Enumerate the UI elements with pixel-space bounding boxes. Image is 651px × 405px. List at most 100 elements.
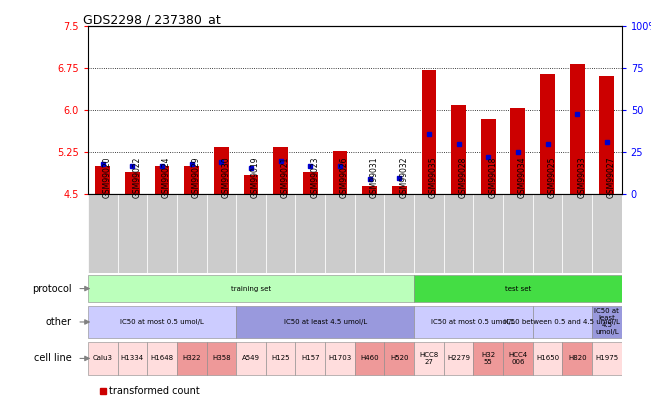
Text: GSM99023: GSM99023 [311,157,319,198]
FancyBboxPatch shape [592,194,622,273]
Text: GSM99030: GSM99030 [221,157,230,198]
Text: H1648: H1648 [150,356,174,361]
Bar [362,186,377,194]
FancyBboxPatch shape [533,342,562,375]
Bar [421,70,436,194]
FancyBboxPatch shape [206,194,236,273]
FancyBboxPatch shape [533,194,562,273]
Bar [184,166,199,194]
FancyBboxPatch shape [118,194,147,273]
Text: GSM99029: GSM99029 [191,157,201,198]
Text: Calu3: Calu3 [92,356,113,361]
Text: GSM99022: GSM99022 [132,157,141,198]
Text: H820: H820 [568,356,587,361]
FancyBboxPatch shape [236,305,414,339]
Bar [570,64,585,194]
FancyBboxPatch shape [592,305,622,339]
Text: GSM99028: GSM99028 [458,157,467,198]
Text: H1975: H1975 [595,356,618,361]
Bar [155,166,169,194]
Text: protocol: protocol [33,284,72,294]
FancyBboxPatch shape [473,342,503,375]
Text: GSM99018: GSM99018 [488,157,497,198]
Bar [95,166,110,194]
Text: GSM99035: GSM99035 [429,157,438,198]
Text: H1334: H1334 [121,356,144,361]
Text: GSM99019: GSM99019 [251,157,260,198]
Text: H1703: H1703 [328,356,352,361]
FancyBboxPatch shape [88,342,118,375]
Bar [303,172,318,194]
FancyBboxPatch shape [355,342,385,375]
FancyBboxPatch shape [325,194,355,273]
Bar [540,74,555,194]
Text: GSM99032: GSM99032 [399,157,408,198]
FancyBboxPatch shape [533,305,592,339]
Text: H32
55: H32 55 [481,352,495,365]
Text: GSM99033: GSM99033 [577,157,586,198]
FancyBboxPatch shape [266,342,296,375]
FancyBboxPatch shape [177,342,206,375]
FancyBboxPatch shape [473,194,503,273]
FancyBboxPatch shape [88,305,236,339]
FancyBboxPatch shape [236,194,266,273]
FancyBboxPatch shape [147,194,177,273]
Bar [600,76,615,194]
FancyBboxPatch shape [414,342,444,375]
Text: A549: A549 [242,356,260,361]
FancyBboxPatch shape [503,342,533,375]
FancyBboxPatch shape [118,342,147,375]
FancyBboxPatch shape [414,194,444,273]
Text: H358: H358 [212,356,230,361]
FancyBboxPatch shape [385,194,414,273]
Text: IC50 between 0.5 and 4.5 umol/L: IC50 between 0.5 and 4.5 umol/L [505,319,620,325]
FancyBboxPatch shape [444,194,473,273]
Text: H520: H520 [390,356,409,361]
Text: GSM99024: GSM99024 [162,157,171,198]
FancyBboxPatch shape [562,342,592,375]
Text: GDS2298 / 237380_at: GDS2298 / 237380_at [83,13,220,26]
Text: IC50 at
least
4.5
umol/L: IC50 at least 4.5 umol/L [594,309,619,335]
Text: other: other [46,317,72,327]
FancyBboxPatch shape [88,275,414,302]
Text: test set: test set [505,286,531,292]
Text: transformed count: transformed count [109,386,200,396]
FancyBboxPatch shape [88,194,118,273]
Bar [333,151,348,194]
Text: HCC4
006: HCC4 006 [508,352,527,365]
FancyBboxPatch shape [562,194,592,273]
Text: H1650: H1650 [536,356,559,361]
Text: training set: training set [231,286,271,292]
Text: GSM99021: GSM99021 [281,157,290,198]
FancyBboxPatch shape [147,342,177,375]
Bar [392,186,407,194]
Bar [125,172,140,194]
Bar [243,175,258,194]
Text: H157: H157 [301,356,320,361]
Text: IC50 at most 0.5 umol/L: IC50 at most 0.5 umol/L [432,319,516,325]
Text: cell line: cell line [34,354,72,363]
Bar [273,147,288,194]
Text: GSM99034: GSM99034 [518,157,527,198]
Text: IC50 at most 0.5 umol/L: IC50 at most 0.5 umol/L [120,319,204,325]
Bar [510,108,525,194]
FancyBboxPatch shape [266,194,296,273]
FancyBboxPatch shape [503,194,533,273]
FancyBboxPatch shape [236,342,266,375]
FancyBboxPatch shape [592,342,622,375]
FancyBboxPatch shape [444,342,473,375]
Text: H322: H322 [182,356,201,361]
Text: H125: H125 [271,356,290,361]
Text: GSM99027: GSM99027 [607,157,616,198]
FancyBboxPatch shape [414,275,622,302]
Text: GSM99025: GSM99025 [547,157,557,198]
Text: HCC8
27: HCC8 27 [419,352,439,365]
Text: GSM99020: GSM99020 [103,157,112,198]
Bar [451,105,466,194]
Text: H460: H460 [360,356,379,361]
FancyBboxPatch shape [206,342,236,375]
FancyBboxPatch shape [385,342,414,375]
FancyBboxPatch shape [296,194,325,273]
FancyBboxPatch shape [177,194,206,273]
Text: GSM99026: GSM99026 [340,157,349,198]
